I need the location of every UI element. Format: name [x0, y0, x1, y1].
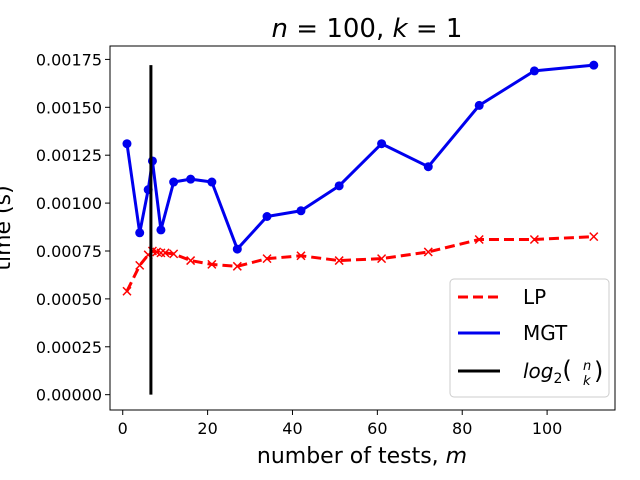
legend-binom-bottom: k	[583, 374, 591, 389]
lp-data-point	[377, 254, 387, 264]
mgt-data-point	[207, 177, 217, 187]
mgt-data-point	[232, 244, 242, 254]
mgt-data-point	[589, 60, 599, 70]
mgt-line	[125, 63, 594, 251]
mgt-data-point	[169, 177, 179, 187]
lp-data-point	[423, 247, 433, 257]
legend-binom-top: n	[583, 359, 591, 374]
legend-box	[449, 278, 610, 398]
x-tick-label: 60	[367, 419, 387, 438]
lp-data-point	[160, 248, 170, 258]
y-tick-label: 0.00000	[36, 386, 102, 405]
mgt-data-point	[529, 66, 539, 76]
y-tick-label: 0.00050	[36, 290, 102, 309]
mgt-data-point	[262, 212, 272, 222]
lp-data-point	[232, 261, 242, 271]
lp-data-point	[156, 248, 166, 258]
y-axis: 0.00000 0.00025 0.00050 0.00075 0.00100 0.001…	[36, 50, 110, 405]
mgt-data-point	[334, 181, 344, 191]
series-layer	[122, 60, 599, 395]
lp-data-point	[122, 286, 132, 296]
mgt-data-point	[296, 206, 306, 216]
lp-data-point	[169, 249, 179, 259]
legend-binom-paren: )	[594, 357, 603, 385]
plot-frame	[109, 45, 616, 411]
lp-data-point	[589, 232, 599, 242]
x-tick-label: 0	[118, 419, 128, 438]
x-axis-label: number of tests, m	[257, 444, 467, 469]
legend-label: log2(	[523, 356, 572, 387]
mgt-data-point	[474, 100, 484, 110]
mgt-data-point	[186, 174, 196, 184]
x-tick-label: 40	[282, 419, 302, 438]
x-tick-label: 100	[532, 419, 563, 438]
y-tick-label: 0.00025	[36, 338, 102, 357]
x-tick-label: 20	[197, 419, 217, 438]
chart-title: n = 100, k = 1	[272, 14, 463, 44]
mgt-data-point	[377, 139, 387, 149]
y-axis-label: time (s)	[0, 185, 16, 270]
mgt-data-point	[135, 228, 145, 238]
legend: LP MGT log2( nk)	[449, 278, 610, 398]
lp-data-point	[529, 234, 539, 245]
y-tick-label: 0.00075	[36, 242, 102, 261]
mgt-data-point	[156, 225, 166, 235]
lp-data-point	[186, 256, 196, 266]
lp-data-point	[334, 256, 344, 266]
mgt-data-point	[122, 139, 132, 149]
lp-data-point	[262, 254, 272, 264]
lp-data-point	[135, 260, 145, 270]
y-tick-label: 0.00175	[36, 50, 102, 69]
legend-label: LP	[523, 285, 546, 309]
x-tick-label: 80	[452, 419, 472, 438]
mgt-data-point	[147, 156, 157, 166]
lp-data-point	[474, 234, 484, 245]
legend-label: MGT	[523, 321, 568, 345]
mgt-data-point	[423, 162, 433, 172]
lp-data-point	[296, 251, 306, 261]
lp-data-point	[207, 259, 217, 269]
x-axis: 0 20 40 60 80 100	[118, 410, 563, 438]
y-tick-label: 0.00100	[36, 194, 102, 213]
y-tick-label: 0.00125	[36, 146, 102, 165]
y-tick-label: 0.00150	[36, 98, 102, 117]
